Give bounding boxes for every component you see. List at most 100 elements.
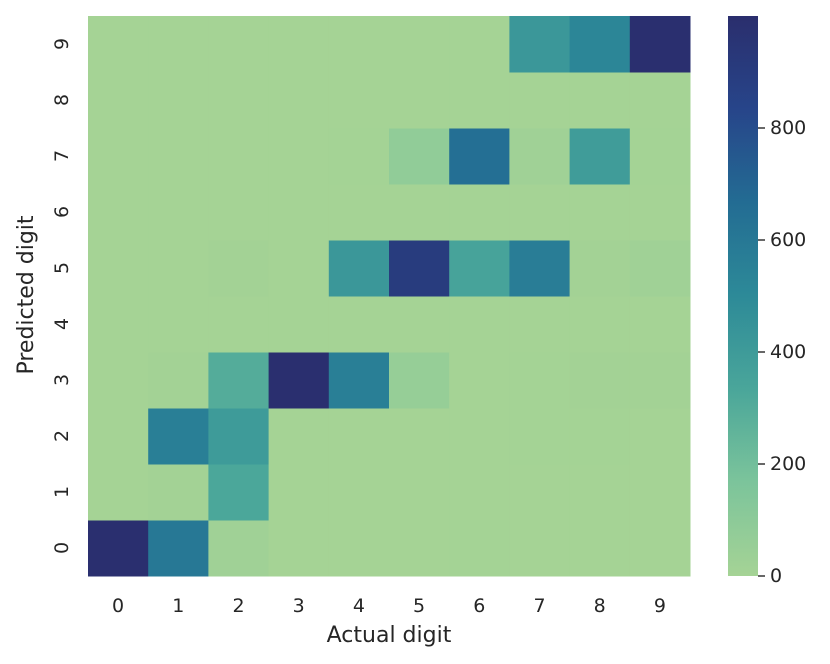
- heatmap-cell-pred7-actual8: [569, 128, 631, 185]
- heatmap-cell-pred4-actual7: [509, 296, 571, 353]
- heatmap-cell-pred1-actual4: [328, 464, 390, 521]
- heatmap-cell-pred1-actual8: [569, 464, 631, 521]
- x-tick-label: 7: [533, 595, 545, 617]
- heatmap-cell-pred0-actual3: [268, 520, 330, 577]
- heatmap-cell-pred3-actual6: [449, 352, 510, 409]
- y-tick-label: 4: [51, 318, 73, 330]
- heatmap-cell-pred9-actual4: [328, 16, 390, 73]
- colorbar-tick-label: 200: [770, 453, 806, 475]
- heatmap-cell-pred6-actual5: [389, 184, 450, 241]
- heatmap-cell-pred5-actual5: [389, 240, 450, 297]
- heatmap-cell-pred7-actual5: [389, 128, 450, 185]
- heatmap-cell-pred7-actual2: [208, 128, 270, 185]
- heatmap-cell-pred0-actual2: [208, 520, 270, 577]
- heatmap-cell-pred6-actual3: [268, 184, 330, 241]
- heatmap-cell-pred8-actual0: [88, 72, 149, 129]
- x-tick-label: 3: [293, 595, 305, 617]
- heatmap-cell-pred7-actual9: [629, 128, 691, 185]
- heatmap-cell-pred5-actual8: [569, 240, 631, 297]
- heatmap-cell-pred2-actual5: [389, 408, 450, 465]
- heatmap-cell-pred7-actual6: [449, 128, 510, 185]
- heatmap-cell-pred2-actual1: [148, 408, 209, 465]
- colorbar-ticks: 0 200 400 600 800: [758, 117, 806, 587]
- heatmap-cell-pred3-actual2: [208, 352, 270, 409]
- heatmap-cell-pred8-actual5: [389, 72, 450, 129]
- heatmap-cell-pred3-actual9: [629, 352, 691, 409]
- heatmap-cell-pred1-actual6: [449, 464, 510, 521]
- heatmap-cell-pred3-actual8: [569, 352, 631, 409]
- heatmap-cell-pred7-actual4: [328, 128, 390, 185]
- heatmap-cell-pred1-actual3: [268, 464, 330, 521]
- heatmap-cell-pred7-actual1: [148, 128, 209, 185]
- heatmap-cell-pred3-actual1: [148, 352, 209, 409]
- heatmap-cell-pred4-actual1: [148, 296, 209, 353]
- heatmap-cell-pred3-actual5: [389, 352, 450, 409]
- heatmap-cell-pred6-actual4: [328, 184, 390, 241]
- heatmap-cell-pred7-actual0: [88, 128, 149, 185]
- heatmap-cells: [88, 16, 691, 577]
- y-tick-label: 7: [51, 150, 73, 162]
- heatmap-cell-pred9-actual3: [268, 16, 330, 73]
- heatmap-cell-pred5-actual3: [268, 240, 330, 297]
- y-tick-label: 1: [51, 486, 73, 498]
- x-tick-label: 8: [594, 595, 606, 617]
- heatmap-cell-pred9-actual0: [88, 16, 149, 73]
- heatmap-cell-pred2-actual8: [569, 408, 631, 465]
- heatmap-cell-pred2-actual2: [208, 408, 270, 465]
- heatmap-cell-pred2-actual7: [509, 408, 571, 465]
- heatmap-cell-pred0-actual8: [569, 520, 631, 577]
- heatmap-cell-pred2-actual4: [328, 408, 390, 465]
- heatmap-cell-pred0-actual5: [389, 520, 450, 577]
- y-tick-label: 0: [51, 542, 73, 554]
- heatmap-cell-pred4-actual5: [389, 296, 450, 353]
- heatmap-cell-pred1-actual2: [208, 464, 270, 521]
- heatmap-cell-pred3-actual0: [88, 352, 149, 409]
- heatmap-cell-pred8-actual3: [268, 72, 330, 129]
- heatmap-cell-pred5-actual9: [629, 240, 691, 297]
- x-tick-label: 2: [232, 595, 244, 617]
- y-tick-label: 5: [51, 262, 73, 274]
- heatmap-cell-pred4-actual2: [208, 296, 270, 353]
- heatmap-cell-pred5-actual7: [509, 240, 571, 297]
- heatmap-cell-pred2-actual3: [268, 408, 330, 465]
- heatmap-cell-pred4-actual0: [88, 296, 149, 353]
- heatmap-cell-pred9-actual7: [509, 16, 571, 73]
- heatmap-cell-pred3-actual7: [509, 352, 571, 409]
- y-axis-ticks: 0 1 2 3 4 5 6 7 8 9: [51, 38, 73, 554]
- heatmap-cell-pred6-actual0: [88, 184, 149, 241]
- heatmap-cell-pred1-actual7: [509, 464, 571, 521]
- x-axis-label: Actual digit: [327, 623, 452, 648]
- y-axis-label: Predicted digit: [14, 215, 39, 374]
- heatmap-cell-pred9-actual8: [569, 16, 631, 73]
- y-tick-label: 6: [51, 206, 73, 218]
- heatmap-cell-pred5-actual1: [148, 240, 209, 297]
- heatmap-cell-pred6-actual2: [208, 184, 270, 241]
- x-tick-label: 9: [654, 595, 666, 617]
- heatmap-cell-pred7-actual3: [268, 128, 330, 185]
- heatmap-cell-pred1-actual1: [148, 464, 209, 521]
- heatmap-cell-pred2-actual0: [88, 408, 149, 465]
- x-tick-label: 1: [172, 595, 184, 617]
- heatmap-cell-pred0-actual4: [328, 520, 390, 577]
- heatmap-cell-pred6-actual8: [569, 184, 631, 241]
- y-tick-label: 3: [51, 374, 73, 386]
- heatmap-cell-pred0-actual0: [88, 520, 149, 577]
- heatmap-cell-pred1-actual9: [629, 464, 691, 521]
- y-tick-label: 9: [51, 38, 73, 50]
- x-axis-ticks: 0 1 2 3 4 5 6 7 8 9: [112, 595, 666, 617]
- heatmap-cell-pred6-actual9: [629, 184, 691, 241]
- heatmap-cell-pred6-actual1: [148, 184, 209, 241]
- heatmap-cell-pred1-actual0: [88, 464, 149, 521]
- heatmap-cell-pred8-actual4: [328, 72, 390, 129]
- x-tick-label: 0: [112, 595, 124, 617]
- heatmap-cell-pred4-actual6: [449, 296, 510, 353]
- heatmap-cell-pred5-actual4: [328, 240, 390, 297]
- heatmap-cell-pred2-actual9: [629, 408, 691, 465]
- heatmap-cell-pred8-actual8: [569, 72, 631, 129]
- x-tick-label: 5: [413, 595, 425, 617]
- heatmap-cell-pred0-actual7: [509, 520, 571, 577]
- heatmap-cell-pred6-actual6: [449, 184, 510, 241]
- heatmap-cell-pred3-actual4: [328, 352, 390, 409]
- heatmap-cell-pred9-actual1: [148, 16, 209, 73]
